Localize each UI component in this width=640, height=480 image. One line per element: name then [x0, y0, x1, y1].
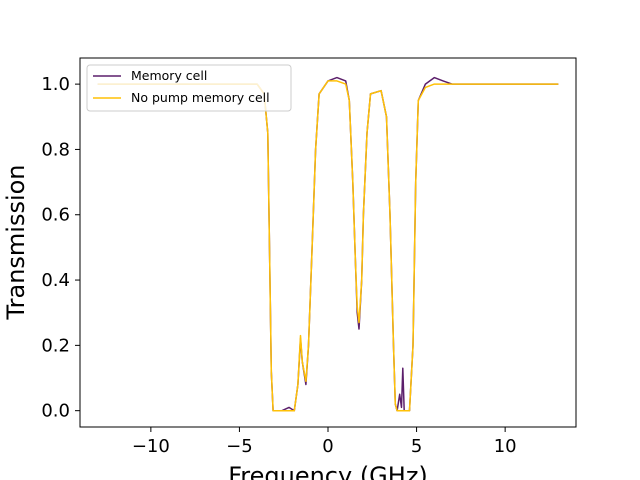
x-tick-label: 5 [411, 436, 422, 457]
y-axis: 0.0 0.2 0.4 0.6 0.8 1.0 [41, 74, 80, 422]
x-axis: −10 −5 0 5 10 [132, 427, 517, 457]
legend-label-memory-cell: Memory cell [131, 68, 207, 83]
legend-box [86, 64, 292, 112]
x-tick-label: 10 [494, 436, 517, 457]
y-tick-label: 0.0 [41, 401, 70, 422]
y-tick-label: 1.0 [41, 74, 70, 95]
legend: Memory cell No pump memory cell [86, 64, 292, 112]
y-tick-label: 0.6 [41, 205, 70, 226]
x-tick-label: −5 [226, 436, 253, 457]
legend-label-no-pump-memory-cell: No pump memory cell [131, 90, 270, 105]
x-axis-title: Frequency (GHz) [228, 462, 428, 480]
y-tick-label: 0.8 [41, 139, 70, 160]
y-axis-title: Transmission [2, 164, 30, 320]
x-tick-label: −10 [132, 436, 170, 457]
x-tick-label: 0 [322, 436, 333, 457]
y-tick-label: 0.2 [41, 335, 70, 356]
y-tick-label: 0.4 [41, 270, 70, 291]
